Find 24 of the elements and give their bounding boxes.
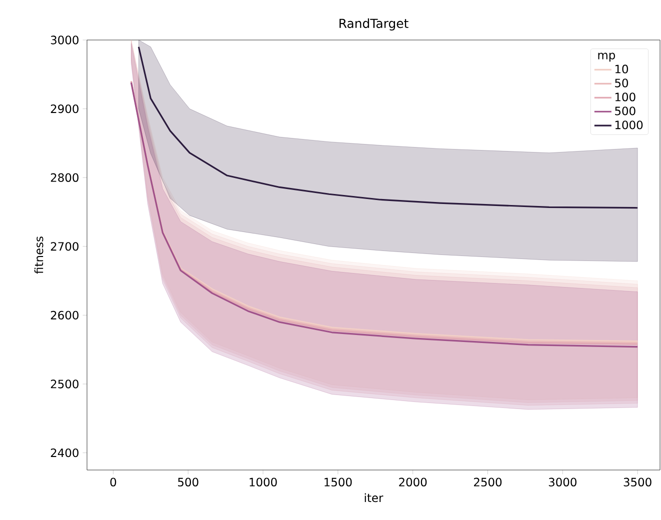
x-tick-label: 3000 — [548, 478, 576, 486]
x-tick-label: 2500 — [474, 478, 502, 486]
y-tick-label: 3000 — [50, 36, 78, 44]
y-tick-label: 2400 — [50, 448, 78, 458]
y-tick-label: 2900 — [50, 104, 78, 114]
chart-title: RandTarget — [340, 18, 408, 30]
x-tick-label: 0 — [110, 478, 116, 486]
y-tick-label: 2700 — [50, 242, 78, 251]
x-tick-label: 1500 — [324, 478, 352, 486]
legend-label: 10 — [615, 64, 628, 74]
x-tick-label: 500 — [178, 478, 198, 486]
y-axis-title: fitness — [34, 236, 44, 274]
x-tick-label: 3500 — [624, 478, 652, 486]
x-tick-label: 2000 — [399, 478, 427, 486]
legend-label: 50 — [615, 78, 628, 88]
y-tick-label: 2500 — [50, 380, 78, 388]
x-axis-title: iter — [364, 493, 384, 502]
legend-label: 1000 — [615, 120, 643, 130]
y-tick-label: 2800 — [50, 173, 78, 182]
y-tick-label: 2600 — [50, 310, 78, 320]
legend-label: 100 — [615, 92, 636, 102]
x-tick-label: 1000 — [250, 478, 277, 486]
legend-title: mp — [598, 52, 615, 62]
legend-label: 500 — [615, 106, 636, 116]
